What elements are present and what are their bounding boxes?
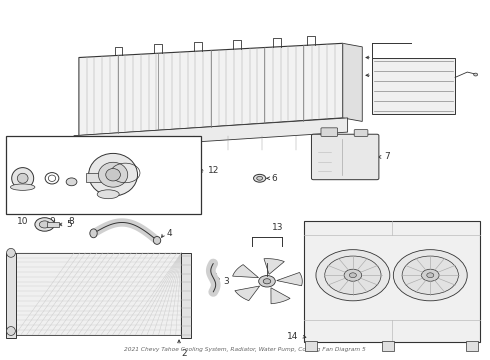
Ellipse shape [12,168,34,189]
Bar [382,341,394,351]
Polygon shape [277,273,302,286]
Ellipse shape [259,275,275,287]
Ellipse shape [97,190,119,199]
Ellipse shape [6,248,15,257]
Polygon shape [264,258,284,274]
Ellipse shape [474,73,478,76]
Ellipse shape [39,221,50,228]
Ellipse shape [325,256,381,294]
Text: 12: 12 [208,166,220,175]
Ellipse shape [153,237,161,244]
Ellipse shape [10,184,35,190]
Text: 6: 6 [272,174,278,183]
FancyBboxPatch shape [354,130,368,136]
Text: 3: 3 [223,277,229,286]
Polygon shape [79,43,343,136]
Ellipse shape [89,153,138,196]
Text: 4: 4 [167,229,172,238]
Bar [15,253,181,334]
Text: 1: 1 [416,60,422,69]
Ellipse shape [316,249,390,301]
Text: 5: 5 [67,220,73,229]
Bar [305,341,317,351]
Ellipse shape [98,162,128,187]
Ellipse shape [402,256,459,294]
Ellipse shape [35,218,54,231]
Ellipse shape [427,273,434,278]
Ellipse shape [393,249,467,301]
Bar [180,253,191,338]
Bar [86,173,106,182]
Ellipse shape [253,174,266,182]
Ellipse shape [90,229,97,238]
Polygon shape [235,286,260,301]
Ellipse shape [263,279,271,284]
Text: 7: 7 [384,153,390,162]
Ellipse shape [6,327,15,336]
Bar [5,253,16,338]
Bar [372,58,455,114]
Text: 10: 10 [17,217,28,226]
Text: 8: 8 [69,217,74,226]
Polygon shape [233,265,259,278]
Polygon shape [74,118,347,150]
Ellipse shape [349,273,356,278]
Bar [466,341,478,351]
Text: 13: 13 [272,222,283,231]
Ellipse shape [257,176,263,180]
Ellipse shape [45,172,59,184]
Text: 2: 2 [181,349,187,358]
Bar [5,136,201,214]
Ellipse shape [66,178,77,186]
Text: 2021 Chevy Tahoe Cooling System, Radiator, Water Pump, Cooling Fan Diagram 5: 2021 Chevy Tahoe Cooling System, Radiato… [124,347,366,352]
Text: 9: 9 [49,217,55,226]
Text: 14: 14 [287,332,299,341]
Bar [47,222,59,227]
Text: 11: 11 [112,139,123,148]
Ellipse shape [421,269,439,281]
Ellipse shape [344,269,362,281]
FancyBboxPatch shape [321,128,338,136]
Polygon shape [343,43,362,121]
Polygon shape [271,288,290,304]
Ellipse shape [106,168,121,181]
FancyBboxPatch shape [312,134,379,180]
Ellipse shape [49,175,56,181]
Bar [304,221,480,342]
Ellipse shape [17,173,28,183]
